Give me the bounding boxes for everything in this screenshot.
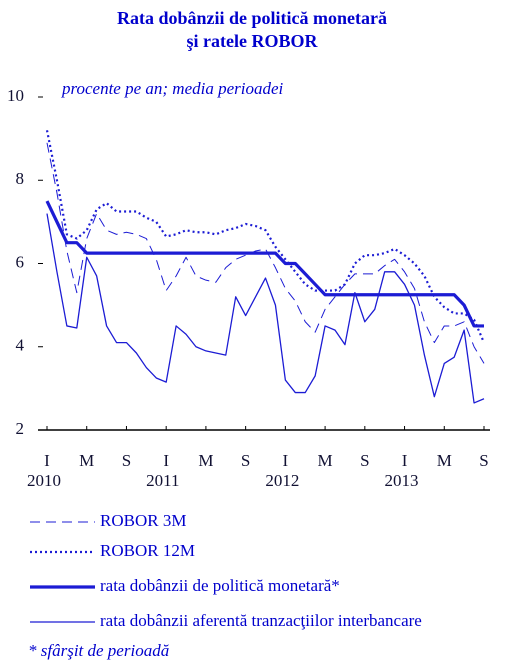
series-line <box>46 142 485 364</box>
year-label: 2013 <box>385 471 419 490</box>
legend-label: ROBOR 3M <box>100 511 186 530</box>
y-tick-label: 10 <box>7 86 24 105</box>
series-line <box>45 130 486 344</box>
x-tick-label: I <box>402 451 408 470</box>
y-tick-label: 8 <box>16 169 25 188</box>
y-tick-label: 2 <box>16 419 25 438</box>
footnote: * sfârşit de perioadă <box>28 641 169 660</box>
y-tick-label: 6 <box>16 252 25 271</box>
legend-label: rata dobânzii de politică monetară* <box>100 576 340 595</box>
x-tick-label: S <box>122 451 131 470</box>
subtitle: procente pe an; media perioadei <box>61 79 284 98</box>
chart-title: şi ratele ROBOR <box>187 31 319 51</box>
y-tick-label: 4 <box>16 336 25 355</box>
x-tick-label: M <box>437 451 452 470</box>
x-tick-label: I <box>283 451 289 470</box>
year-label: 2010 <box>27 471 61 490</box>
x-tick-label: M <box>318 451 333 470</box>
legend-label: rata dobânzii aferentă tranzacţiilor int… <box>100 611 422 630</box>
legend-label: ROBOR 12M <box>100 541 195 560</box>
x-tick-label: S <box>241 451 250 470</box>
year-label: 2011 <box>146 471 179 490</box>
series-line <box>45 200 484 328</box>
x-tick-label: S <box>360 451 369 470</box>
x-tick-label: I <box>44 451 50 470</box>
series-line <box>46 213 485 404</box>
x-tick-label: I <box>163 451 169 470</box>
x-tick-label: S <box>479 451 488 470</box>
year-label: 2012 <box>265 471 299 490</box>
chart-title: Rata dobânzii de politică monetară <box>117 8 387 28</box>
x-tick-label: M <box>198 451 213 470</box>
x-tick-label: M <box>79 451 94 470</box>
